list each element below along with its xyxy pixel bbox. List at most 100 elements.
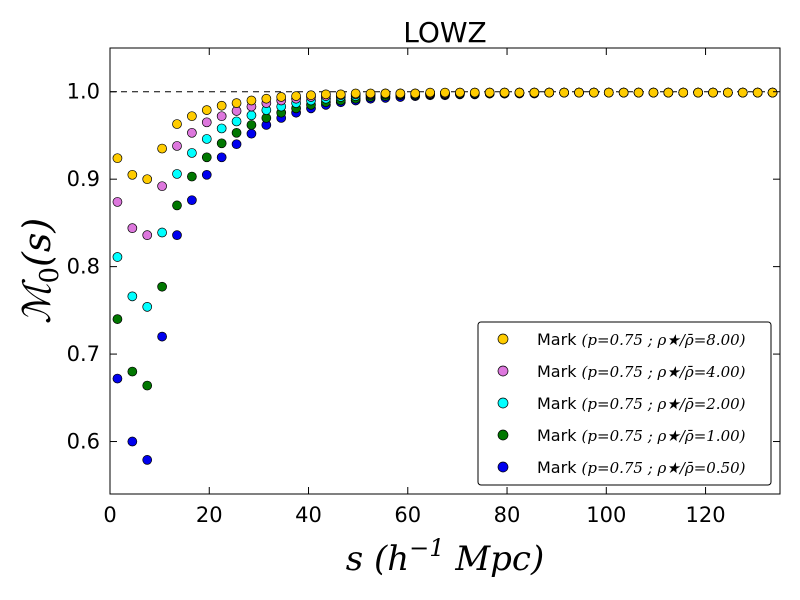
data-point (231, 139, 242, 150)
data-point (157, 227, 167, 238)
data-point (201, 117, 212, 128)
data-point (216, 138, 227, 149)
data-point (142, 230, 153, 240)
y-tick-label: 0.6 (67, 430, 100, 454)
data-point (187, 127, 197, 138)
legend-entry: Mark (p=0.75 ; ρ★/ρ̄=2.00) (537, 394, 746, 413)
data-point (425, 87, 435, 98)
legend: Mark (p=0.75 ; ρ★/ρ̄=8.00) Mark (p=0.75 ;… (477, 321, 772, 486)
x-tick-label: 60 (394, 503, 421, 527)
data-point (201, 105, 212, 115)
data-point (603, 87, 614, 98)
data-point (261, 93, 272, 104)
data-point (350, 88, 361, 99)
data-point (306, 90, 316, 101)
data-point (216, 111, 227, 122)
data-point (172, 169, 182, 179)
plot-frame (109, 47, 781, 495)
data-point (440, 87, 450, 98)
data-point (246, 95, 257, 106)
data-point (127, 223, 138, 233)
legend-entry: Mark (p=0.75 ; ρ★/ρ̄=0.50) (537, 458, 746, 477)
legend-entry: Mark (p=0.75 ; ρ★/ρ̄=1.00) (537, 426, 746, 445)
data-point (499, 87, 510, 98)
data-point (187, 148, 197, 158)
data-point (142, 380, 153, 391)
x-tick-label: 0 (103, 503, 116, 527)
data-point (455, 87, 465, 98)
chart-title: LOWZ (403, 16, 487, 49)
data-point (395, 88, 406, 99)
data-point (127, 169, 138, 180)
legend-marker (497, 365, 509, 377)
data-point (216, 123, 227, 134)
data-point (142, 455, 153, 465)
data-point (187, 171, 197, 182)
data-point (172, 141, 182, 151)
data-point (112, 197, 123, 207)
data-point (112, 314, 123, 324)
data-point (157, 143, 167, 154)
legend-marker (497, 461, 509, 473)
y-tick-label: 1.0 (67, 80, 100, 104)
x-axis-label: s (h−1 Mpc) (346, 534, 545, 579)
data-point (172, 230, 182, 240)
data-point (321, 89, 331, 100)
axis-ticks: 0 20 40 60 80 100 120 0.6 0.7 0.8 0.9 1.0 (67, 48, 780, 527)
data-point (246, 110, 257, 121)
data-point (276, 92, 287, 102)
data-point (663, 87, 674, 98)
data-point (752, 87, 763, 98)
y-axis-label: ℳ0(s) (15, 218, 65, 324)
data-point (216, 100, 227, 111)
data-point (291, 91, 301, 101)
data-point (246, 120, 257, 130)
data-point (469, 87, 480, 98)
data-point (648, 87, 659, 98)
data-point (708, 87, 718, 98)
data-point (723, 87, 733, 98)
y-tick-label: 0.8 (67, 255, 100, 279)
data-point (187, 111, 197, 122)
data-point (365, 88, 376, 99)
data-point (127, 436, 138, 447)
data-point (157, 181, 167, 192)
data-point (142, 174, 153, 185)
data-point (544, 87, 555, 98)
data-point (112, 252, 123, 262)
data-point (201, 152, 212, 163)
data-point (127, 366, 138, 377)
x-tick-label: 100 (586, 503, 626, 527)
legend-box (477, 321, 772, 486)
data-point (589, 87, 599, 98)
data-point (201, 134, 212, 144)
data-point (574, 87, 584, 98)
data-point (112, 373, 123, 384)
data-point (231, 98, 242, 108)
data-point (693, 87, 703, 98)
data-point (127, 291, 138, 302)
data-point (380, 88, 391, 99)
legend-marker (497, 397, 509, 409)
data-point (172, 119, 182, 129)
data-point (231, 127, 242, 138)
data-point (529, 87, 540, 98)
data-point (559, 87, 569, 98)
data-point (737, 87, 748, 98)
data-point (484, 87, 495, 98)
data-points (112, 87, 778, 465)
y-tick-label: 0.7 (67, 342, 100, 366)
legend-entry: Mark (p=0.75 ; ρ★/ρ̄=8.00) (537, 330, 746, 349)
x-tick-label: 20 (196, 503, 223, 527)
x-tick-label: 120 (686, 503, 726, 527)
y-tick-label: 0.9 (67, 167, 100, 191)
data-point (157, 331, 167, 342)
data-point (142, 302, 153, 312)
data-point (633, 87, 644, 98)
data-point (157, 281, 167, 292)
data-point (231, 116, 242, 127)
legend-marker (497, 429, 509, 441)
data-point (767, 87, 778, 98)
data-point (335, 89, 346, 100)
